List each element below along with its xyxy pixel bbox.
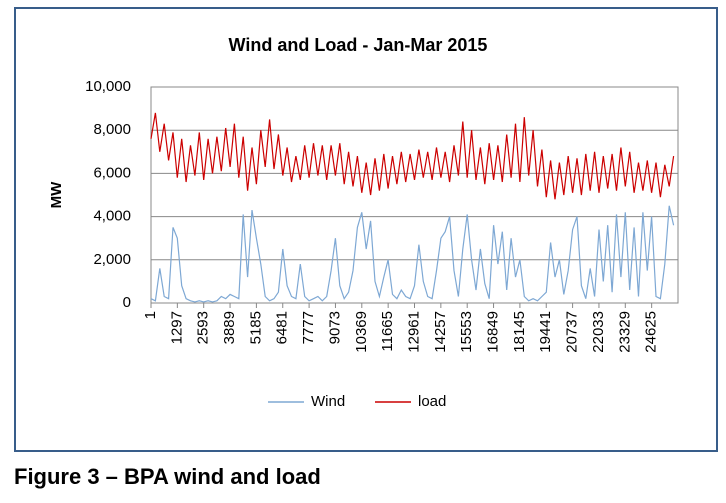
x-tick-label: 1297 — [168, 311, 185, 344]
x-tick-label: 11665 — [379, 311, 396, 352]
chart-title: Wind and Load - Jan-Mar 2015 — [229, 35, 488, 55]
x-tick-label: 12961 — [405, 311, 422, 353]
chart-frame — [14, 7, 718, 452]
legend-label: load — [418, 393, 446, 410]
y-axis-label: MW — [48, 181, 65, 208]
series-line — [150, 205, 675, 303]
series-line — [150, 112, 675, 200]
x-tick-label: 16849 — [485, 311, 502, 353]
x-tick-label: 15553 — [458, 311, 475, 353]
x-tick-label: 2593 — [195, 311, 212, 344]
y-tick-label: 6,000 — [93, 164, 131, 181]
x-tick-label: 3889 — [221, 311, 238, 344]
x-tick-label: 10369 — [353, 311, 370, 353]
y-tick-label: 10,000 — [85, 78, 131, 95]
figure-caption: Figure 3 – BPA wind and load — [14, 464, 321, 489]
y-tick-label: 8,000 — [93, 121, 131, 138]
x-tick-label: 23329 — [616, 311, 633, 353]
y-tick-label: 4,000 — [93, 208, 131, 225]
x-tick-label: 9073 — [326, 311, 343, 344]
x-tick-label: 20737 — [564, 311, 581, 353]
x-tick-label: 6481 — [274, 311, 291, 344]
x-tick-label: 14257 — [432, 311, 449, 353]
x-tick-label: 1 — [142, 311, 159, 319]
legend-label: Wind — [311, 393, 345, 410]
y-tick-label: 0 — [123, 294, 131, 311]
y-tick-label: 2,000 — [93, 251, 131, 268]
x-tick-label: 24625 — [643, 311, 660, 353]
x-tick-label: 19441 — [537, 311, 554, 353]
x-tick-label: 18145 — [511, 311, 528, 353]
x-tick-label: 7777 — [300, 311, 317, 344]
x-tick-label: 5185 — [247, 311, 264, 344]
x-tick-label: 22033 — [590, 311, 607, 353]
